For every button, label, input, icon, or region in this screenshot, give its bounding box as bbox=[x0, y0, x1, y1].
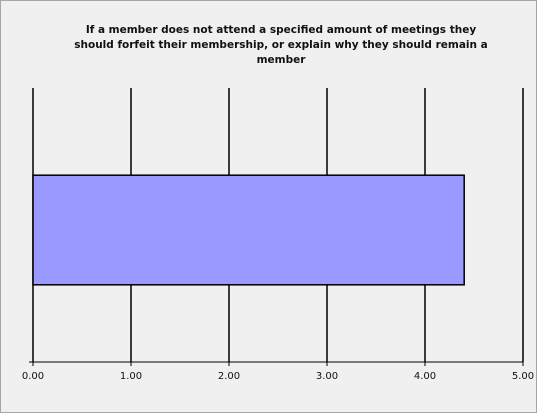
x-tick-label: 2.00 bbox=[218, 371, 240, 382]
x-tick-label: 0.00 bbox=[22, 371, 44, 382]
x-tick-label: 3.00 bbox=[316, 371, 338, 382]
x-tick-label: 1.00 bbox=[120, 371, 142, 382]
x-tick-label: 4.00 bbox=[414, 371, 436, 382]
chart-title: If a member does not attend a specified … bbox=[74, 24, 488, 66]
x-tick-label: 5.00 bbox=[512, 371, 534, 382]
bar bbox=[32, 174, 465, 286]
